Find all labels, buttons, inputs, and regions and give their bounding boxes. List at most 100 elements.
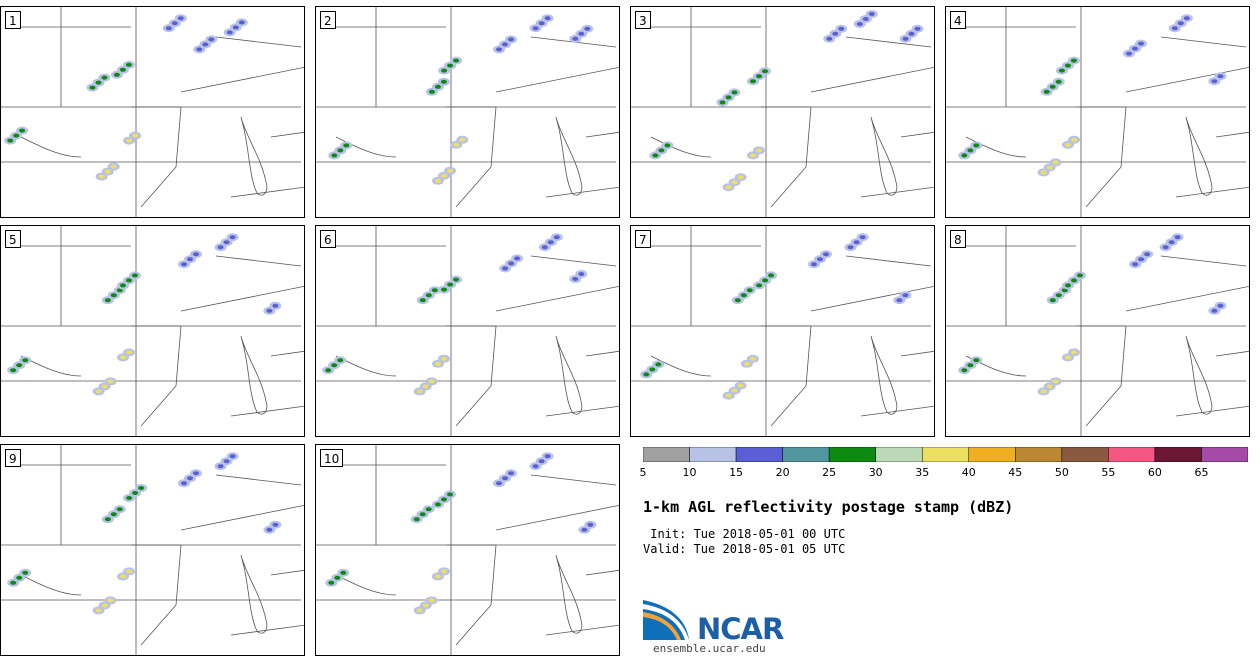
reflectivity-core (325, 368, 332, 373)
reflectivity-core (10, 368, 17, 373)
map-boundary-line (585, 131, 619, 138)
reflectivity-core (1168, 240, 1175, 245)
reflectivity-core (447, 63, 454, 68)
reflectivity-core (217, 464, 224, 469)
colorbar-tick-label: 60 (1147, 466, 1162, 479)
reflectivity-core (902, 36, 909, 41)
colorbar-tick-label: 55 (1101, 466, 1116, 479)
reflectivity-core (229, 235, 236, 240)
colorbar-segment (782, 447, 830, 462)
reflectivity-core (89, 85, 96, 90)
reflectivity-core (1071, 350, 1077, 355)
map-boundary-line (1185, 116, 1213, 196)
reflectivity-core (441, 356, 447, 361)
reflectivity-core (337, 358, 344, 363)
map-boundary-line (810, 285, 934, 312)
reflectivity-core (737, 175, 744, 180)
reflectivity-core (98, 174, 105, 179)
reflectivity-core (847, 245, 854, 250)
reflectivity-core (435, 574, 441, 579)
reflectivity-core (422, 603, 429, 608)
reflectivity-core (196, 47, 203, 52)
reflectivity-core (973, 358, 980, 363)
reflectivity-core (1065, 283, 1071, 288)
map-boundary-line (555, 335, 583, 415)
reflectivity-core (110, 512, 117, 517)
reflectivity-core (756, 148, 762, 153)
valid-time: Valid: Tue 2018-05-01 05 UTC (643, 542, 846, 556)
reflectivity-core (1058, 68, 1065, 73)
reflectivity-core (441, 497, 447, 502)
reflectivity-core (856, 22, 863, 26)
panel-number-label: 4 (950, 11, 966, 29)
init-time: Init: Tue 2018-05-01 00 UTC (643, 527, 846, 541)
panel-number-label: 6 (320, 230, 336, 248)
map-boundary-line (1175, 405, 1249, 417)
reflectivity-core (967, 363, 974, 368)
reflectivity-core (746, 288, 753, 293)
reflectivity-core (126, 569, 132, 574)
reflectivity-core (16, 363, 23, 368)
reflectivity-core (961, 368, 968, 373)
reflectivity-core (217, 245, 224, 250)
panel-number-label: 1 (5, 11, 21, 29)
map-boundary-line (140, 544, 182, 646)
reflectivity-core (165, 26, 172, 31)
ensemble-member-panel: 8 (945, 225, 1250, 437)
reflectivity-core (538, 459, 545, 464)
reflectivity-core (496, 47, 502, 52)
map-boundary-line (240, 116, 268, 196)
reflectivity-core (731, 90, 738, 95)
map-boundary-line (140, 106, 182, 208)
reflectivity-core (1052, 379, 1059, 384)
reflectivity-core (1211, 308, 1218, 313)
reflectivity-map (946, 226, 1249, 436)
map-boundary-line (870, 335, 898, 415)
reflectivity-core (441, 173, 447, 178)
reflectivity-core (416, 389, 423, 394)
colorbar-segment (1061, 447, 1109, 462)
reflectivity-core (508, 37, 514, 42)
reflectivity-core (101, 75, 108, 80)
panel-number-label: 8 (950, 230, 966, 248)
reflectivity-core (125, 62, 132, 67)
reflectivity-core (120, 355, 126, 360)
reflectivity-core (725, 95, 732, 100)
map-boundary-line (555, 116, 583, 196)
reflectivity-core (104, 298, 111, 303)
colorbar-tick-label: 10 (682, 466, 697, 479)
reflectivity-core (266, 308, 273, 313)
map-boundary-line (230, 405, 304, 417)
reflectivity-core (1138, 257, 1145, 262)
colorbar-tick-label: 35 (915, 466, 930, 479)
panel-number-label: 5 (5, 230, 21, 248)
reflectivity-core (1049, 84, 1056, 89)
reflectivity-core (337, 148, 344, 153)
reflectivity-core (343, 143, 350, 148)
reflectivity-core (340, 570, 347, 575)
map-boundary-line (545, 405, 619, 417)
reflectivity-core (762, 278, 769, 283)
colorbar-segment (1201, 447, 1248, 462)
map-boundary-line (555, 554, 583, 634)
figure-title: 1-km AGL reflectivity postage stamp (dBZ… (643, 498, 1014, 516)
reflectivity-core (441, 287, 448, 292)
colorbar-tick-label: 15 (729, 466, 744, 479)
reflectivity-core (181, 481, 187, 486)
reflectivity-core (544, 16, 551, 21)
ensemble-member-panel: 6 (315, 225, 620, 437)
reflectivity-core (514, 256, 521, 261)
reflectivity-core (719, 100, 726, 105)
map-boundary-line (1185, 335, 1213, 415)
reflectivity-core (655, 362, 662, 367)
map-boundary-line (1125, 285, 1249, 312)
ensemble-member-panel: 3 (630, 6, 935, 218)
map-boundary-line (860, 405, 934, 417)
reflectivity-core (177, 16, 184, 21)
colorbar-segment (1154, 447, 1202, 462)
reflectivity-core (132, 133, 139, 138)
reflectivity-core (731, 180, 738, 185)
reflectivity-core (434, 84, 441, 89)
reflectivity-core (126, 138, 133, 143)
map-boundary-line (240, 335, 268, 415)
